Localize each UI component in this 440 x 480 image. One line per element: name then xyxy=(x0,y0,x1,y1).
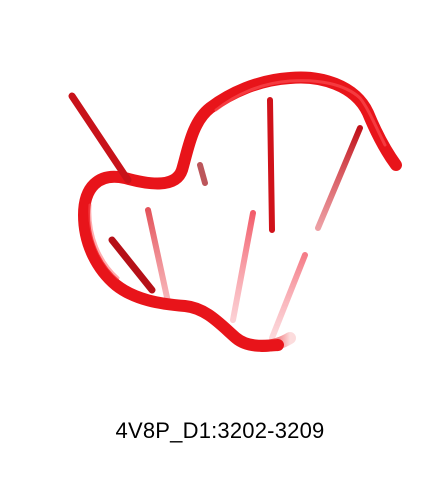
backbone-tail xyxy=(262,338,290,346)
base-rung-top-left xyxy=(72,96,128,180)
base-rung-stub xyxy=(200,165,205,183)
base-rung-right-upper xyxy=(318,128,360,228)
base-rung-right-lower xyxy=(272,255,305,338)
base-rung-center-back xyxy=(233,213,253,320)
backbone-strand xyxy=(84,77,396,345)
base-rung-center-vertical xyxy=(270,100,272,230)
rna-cartoon-structure xyxy=(0,0,440,400)
structure-id-caption: 4V8P_D1:3202-3209 xyxy=(0,418,440,444)
